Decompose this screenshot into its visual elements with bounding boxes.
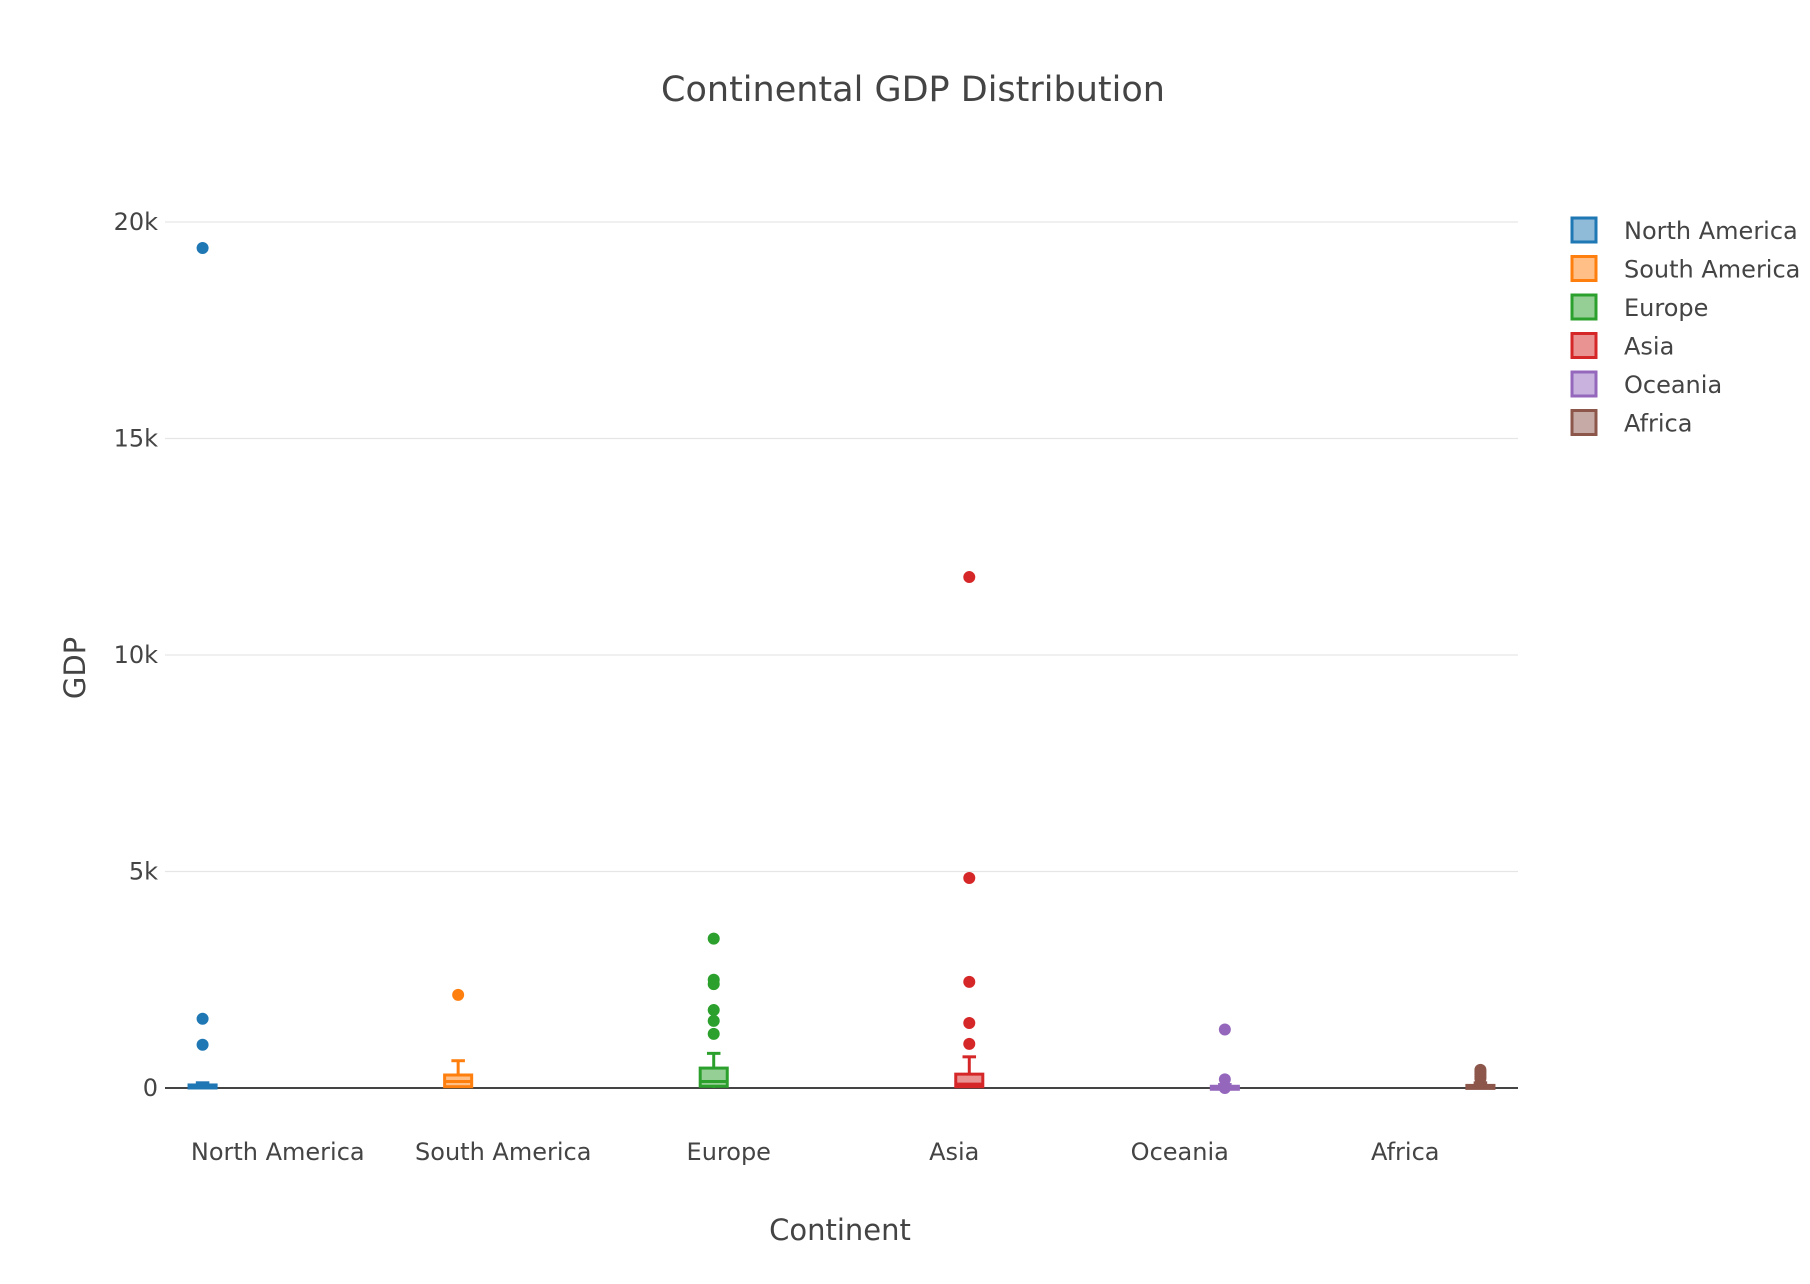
x-tick-label: Oceania xyxy=(1131,1138,1229,1166)
y-tick-label: 20k xyxy=(114,208,159,236)
x-tick-label: Europe xyxy=(687,1138,771,1166)
legend-swatch xyxy=(1570,255,1598,282)
y-tick-label: 10k xyxy=(114,641,159,669)
y-axis-ticks: 0 5k 10k 15k 20k xyxy=(114,208,159,1102)
outlier-point[interactable] xyxy=(707,1004,720,1017)
x-tick-label: South America xyxy=(415,1138,591,1166)
x-axis-title: Continent xyxy=(769,1213,911,1247)
legend-item[interactable]: North America xyxy=(1570,216,1798,245)
outlier-point[interactable] xyxy=(963,571,976,584)
outlier-point[interactable] xyxy=(196,1012,209,1025)
outlier-point[interactable] xyxy=(707,932,720,945)
outlier-point[interactable] xyxy=(707,978,720,991)
outlier-point[interactable] xyxy=(1218,1073,1231,1086)
legend-item[interactable]: Africa xyxy=(1570,409,1692,438)
outlier-point[interactable] xyxy=(963,871,976,884)
legend-label: Europe xyxy=(1624,294,1708,322)
outlier-point[interactable] xyxy=(707,1014,720,1027)
outlier-point[interactable] xyxy=(1218,1023,1231,1036)
y-tick-label: 15k xyxy=(114,425,159,453)
outlier-point[interactable] xyxy=(963,1017,976,1030)
legend-swatch xyxy=(1570,216,1598,244)
outlier-point[interactable] xyxy=(963,975,976,988)
box-trace[interactable] xyxy=(698,932,729,1088)
outlier-point[interactable] xyxy=(707,1027,720,1040)
legend[interactable]: North America South America Europe Asia Ocea… xyxy=(1570,216,1800,438)
outlier-point[interactable] xyxy=(196,241,209,254)
y-tick-label: 5k xyxy=(129,858,158,886)
legend-label: North America xyxy=(1624,217,1798,245)
legend-item[interactable]: Oceania xyxy=(1570,370,1722,399)
x-tick-label: Asia xyxy=(929,1138,979,1166)
chart-title: Continental GDP Distribution xyxy=(661,70,1165,110)
gridlines xyxy=(165,221,1518,873)
legend-swatch xyxy=(1570,293,1598,321)
plot-area xyxy=(187,241,1496,1094)
box-trace[interactable] xyxy=(187,241,218,1090)
outlier-point[interactable] xyxy=(1474,1072,1487,1085)
box-trace[interactable] xyxy=(443,988,474,1089)
x-axis-ticks: North America South America Europe Asia Ocea… xyxy=(191,1138,1440,1166)
legend-swatch xyxy=(1570,370,1598,398)
box-trace[interactable] xyxy=(1209,1023,1240,1094)
x-tick-label: North America xyxy=(191,1138,365,1166)
outlier-point[interactable] xyxy=(452,988,465,1001)
box-trace[interactable] xyxy=(954,571,985,1089)
box-body xyxy=(698,1066,729,1088)
y-tick-label: 0 xyxy=(143,1074,158,1102)
legend-label: Oceania xyxy=(1624,371,1722,399)
outlier-point[interactable] xyxy=(196,1038,209,1051)
legend-item[interactable]: South America xyxy=(1570,255,1800,284)
legend-item[interactable]: Europe xyxy=(1570,293,1708,322)
legend-swatch xyxy=(1570,332,1598,359)
box-trace[interactable] xyxy=(1465,1063,1496,1090)
legend-item[interactable]: Asia xyxy=(1570,332,1674,361)
outlier-point[interactable] xyxy=(1218,1082,1231,1094)
legend-label: Asia xyxy=(1624,333,1674,361)
x-tick-label: Africa xyxy=(1371,1138,1439,1166)
y-axis-title: GDP xyxy=(58,637,92,699)
outlier-point[interactable] xyxy=(963,1037,976,1050)
legend-label: Africa xyxy=(1624,410,1692,438)
legend-label: South America xyxy=(1624,256,1800,284)
legend-swatch xyxy=(1570,409,1598,436)
